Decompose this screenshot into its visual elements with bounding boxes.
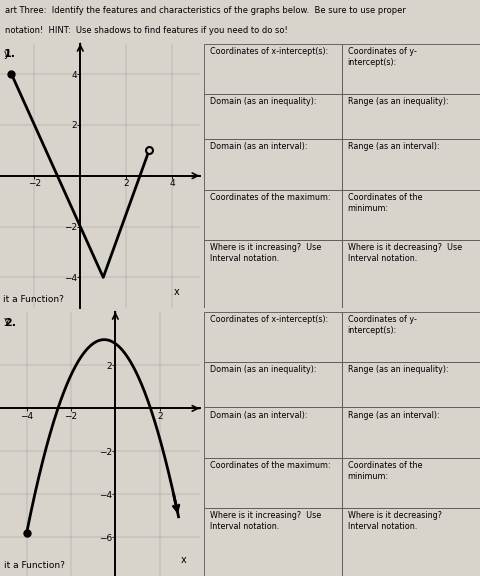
FancyBboxPatch shape	[342, 407, 480, 457]
Text: Where is it decreasing?
Interval notation.: Where is it decreasing? Interval notatio…	[348, 511, 442, 531]
Text: Coordinates of y-
intercept(s):: Coordinates of y- intercept(s):	[348, 47, 417, 67]
Text: Where is it decreasing?  Use
Interval notation.: Where is it decreasing? Use Interval not…	[348, 243, 462, 263]
FancyBboxPatch shape	[204, 190, 342, 240]
FancyBboxPatch shape	[342, 240, 480, 308]
FancyBboxPatch shape	[204, 457, 342, 508]
FancyBboxPatch shape	[342, 94, 480, 139]
Text: Coordinates of x-intercept(s):: Coordinates of x-intercept(s):	[210, 47, 328, 56]
FancyBboxPatch shape	[342, 312, 480, 362]
Text: Range (as an interval):: Range (as an interval):	[348, 142, 439, 151]
FancyBboxPatch shape	[342, 190, 480, 240]
FancyBboxPatch shape	[204, 312, 342, 362]
Text: 1.: 1.	[3, 48, 15, 59]
Text: Domain (as an interval):: Domain (as an interval):	[210, 411, 307, 419]
Text: it a Function?: it a Function?	[4, 560, 65, 570]
Text: Coordinates of x-intercept(s):: Coordinates of x-intercept(s):	[210, 315, 328, 324]
Text: Coordinates of the
minimum:: Coordinates of the minimum:	[348, 193, 422, 213]
Text: y: y	[4, 316, 10, 325]
FancyBboxPatch shape	[204, 362, 342, 407]
Text: x: x	[173, 287, 179, 297]
FancyBboxPatch shape	[342, 457, 480, 508]
Text: it a Function?: it a Function?	[3, 295, 64, 304]
FancyBboxPatch shape	[204, 508, 342, 576]
Text: Range (as an inequality):: Range (as an inequality):	[348, 97, 448, 106]
Text: Range (as an inequality):: Range (as an inequality):	[348, 365, 448, 374]
FancyBboxPatch shape	[342, 508, 480, 576]
Text: Coordinates of y-
intercept(s):: Coordinates of y- intercept(s):	[348, 315, 417, 335]
Text: Coordinates of the maximum:: Coordinates of the maximum:	[210, 461, 331, 470]
FancyBboxPatch shape	[342, 139, 480, 190]
Text: Domain (as an inequality):: Domain (as an inequality):	[210, 365, 316, 374]
FancyBboxPatch shape	[204, 407, 342, 457]
FancyBboxPatch shape	[342, 362, 480, 407]
Text: y: y	[4, 49, 10, 59]
FancyBboxPatch shape	[204, 240, 342, 308]
Text: Where is it increasing?  Use
Interval notation.: Where is it increasing? Use Interval not…	[210, 243, 321, 263]
Text: Where is it increasing?  Use
Interval notation.: Where is it increasing? Use Interval not…	[210, 511, 321, 531]
Text: Coordinates of the maximum:: Coordinates of the maximum:	[210, 193, 331, 202]
Text: Coordinates of the
minimum:: Coordinates of the minimum:	[348, 461, 422, 481]
FancyBboxPatch shape	[342, 44, 480, 94]
FancyBboxPatch shape	[204, 94, 342, 139]
FancyBboxPatch shape	[204, 44, 342, 94]
FancyBboxPatch shape	[204, 139, 342, 190]
Text: Domain (as an interval):: Domain (as an interval):	[210, 142, 307, 151]
Text: 2.: 2.	[4, 318, 16, 328]
Text: art Three:  Identify the features and characteristics of the graphs below.  Be s: art Three: Identify the features and cha…	[5, 6, 406, 15]
Text: Range (as an interval):: Range (as an interval):	[348, 411, 439, 419]
Text: Domain (as an inequality):: Domain (as an inequality):	[210, 97, 316, 106]
Text: notation!  HINT:  Use shadows to find features if you need to do so!: notation! HINT: Use shadows to find feat…	[5, 26, 288, 35]
Text: x: x	[181, 555, 187, 566]
